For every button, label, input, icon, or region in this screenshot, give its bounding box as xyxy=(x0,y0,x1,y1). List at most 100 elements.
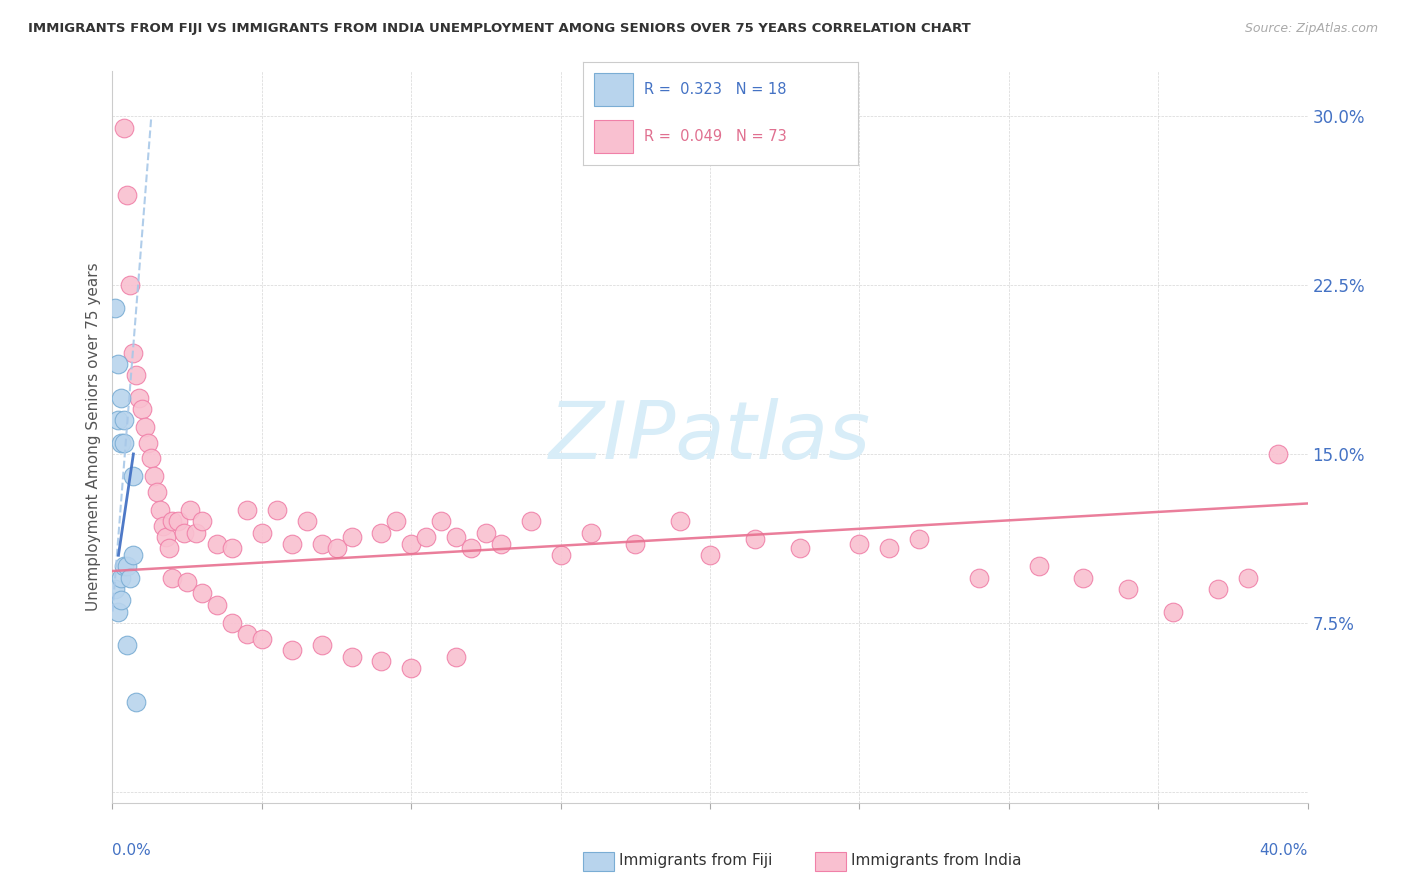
Point xyxy=(444,530,467,544)
Point xyxy=(877,541,901,556)
Point xyxy=(520,515,543,529)
Point xyxy=(430,515,453,529)
Point xyxy=(117,559,139,574)
Point xyxy=(789,541,811,556)
Point xyxy=(370,654,392,668)
Bar xyxy=(595,73,633,105)
Point xyxy=(104,301,127,315)
Point xyxy=(475,525,498,540)
Point xyxy=(125,694,148,708)
Text: R =  0.323   N = 18: R = 0.323 N = 18 xyxy=(644,81,786,96)
Point xyxy=(167,515,190,529)
Point xyxy=(908,533,931,547)
Text: IMMIGRANTS FROM FIJI VS IMMIGRANTS FROM INDIA UNEMPLOYMENT AMONG SENIORS OVER 75: IMMIGRANTS FROM FIJI VS IMMIGRANTS FROM … xyxy=(28,22,972,36)
Point xyxy=(104,582,127,596)
Point xyxy=(120,571,142,585)
Point xyxy=(311,537,333,551)
Point xyxy=(205,537,228,551)
Point xyxy=(236,627,259,641)
Point xyxy=(110,391,132,405)
Point xyxy=(114,559,135,574)
Point xyxy=(176,575,198,590)
Point xyxy=(141,451,163,466)
Point xyxy=(1206,582,1229,596)
Point xyxy=(110,571,132,585)
Point xyxy=(138,435,160,450)
Text: Source: ZipAtlas.com: Source: ZipAtlas.com xyxy=(1244,22,1378,36)
Point xyxy=(143,469,166,483)
Point xyxy=(117,188,139,202)
Point xyxy=(624,537,647,551)
Point xyxy=(110,435,132,450)
Point xyxy=(250,525,273,540)
Point xyxy=(281,642,304,657)
Point xyxy=(110,593,132,607)
Point xyxy=(155,530,177,544)
Point xyxy=(1028,559,1050,574)
Point xyxy=(669,515,692,529)
Point xyxy=(149,503,172,517)
Point xyxy=(236,503,259,517)
Point xyxy=(415,530,437,544)
Point xyxy=(114,435,135,450)
Text: 40.0%: 40.0% xyxy=(1260,843,1308,858)
Text: Immigrants from India: Immigrants from India xyxy=(851,854,1021,868)
Point xyxy=(1118,582,1140,596)
Point xyxy=(120,278,142,293)
Point xyxy=(179,503,201,517)
Point xyxy=(295,515,318,529)
Point xyxy=(131,401,153,416)
Point xyxy=(191,586,214,600)
Point xyxy=(370,525,392,540)
Point xyxy=(401,537,423,551)
Point xyxy=(401,661,423,675)
Bar xyxy=(595,120,633,153)
Point xyxy=(134,420,156,434)
Point xyxy=(221,541,243,556)
Point xyxy=(1237,571,1260,585)
Point xyxy=(122,345,145,359)
Point xyxy=(146,485,169,500)
Point xyxy=(744,533,766,547)
Point xyxy=(1161,605,1184,619)
Point xyxy=(250,632,273,646)
Point xyxy=(848,537,870,551)
Point xyxy=(157,541,180,556)
Point xyxy=(460,541,482,556)
Point xyxy=(385,515,408,529)
Point xyxy=(191,515,214,529)
Point xyxy=(122,548,145,562)
Point xyxy=(186,525,208,540)
Point xyxy=(325,541,347,556)
Point xyxy=(152,519,174,533)
Point xyxy=(117,638,139,652)
Text: 0.0%: 0.0% xyxy=(112,843,152,858)
Point xyxy=(579,525,602,540)
Point xyxy=(340,530,363,544)
Point xyxy=(967,571,990,585)
Point xyxy=(125,368,148,383)
Point xyxy=(311,638,333,652)
Point xyxy=(162,571,183,585)
Text: R =  0.049   N = 73: R = 0.049 N = 73 xyxy=(644,128,786,144)
Point xyxy=(1073,571,1095,585)
Text: Immigrants from Fiji: Immigrants from Fiji xyxy=(619,854,772,868)
Point xyxy=(1267,447,1289,461)
Y-axis label: Unemployment Among Seniors over 75 years: Unemployment Among Seniors over 75 years xyxy=(86,263,101,611)
Point xyxy=(114,120,135,135)
Point xyxy=(173,525,195,540)
Point xyxy=(444,649,467,664)
Point xyxy=(114,413,135,427)
Point xyxy=(162,515,183,529)
Point xyxy=(128,391,150,405)
Point xyxy=(107,357,129,371)
Point xyxy=(107,413,129,427)
Text: ZIPatlas: ZIPatlas xyxy=(548,398,872,476)
Point xyxy=(340,649,363,664)
Point xyxy=(281,537,304,551)
Point xyxy=(550,548,572,562)
Point xyxy=(205,598,228,612)
Point xyxy=(489,537,512,551)
Point xyxy=(122,469,145,483)
Point xyxy=(699,548,721,562)
